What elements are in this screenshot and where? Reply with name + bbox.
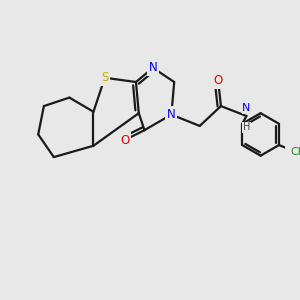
Text: Cl: Cl — [291, 147, 300, 157]
Text: O: O — [120, 134, 129, 147]
Text: S: S — [101, 71, 109, 84]
Text: H: H — [243, 122, 250, 132]
Text: N: N — [167, 108, 176, 121]
Text: O: O — [214, 74, 223, 87]
Text: N: N — [148, 61, 157, 74]
Text: N: N — [242, 103, 250, 113]
